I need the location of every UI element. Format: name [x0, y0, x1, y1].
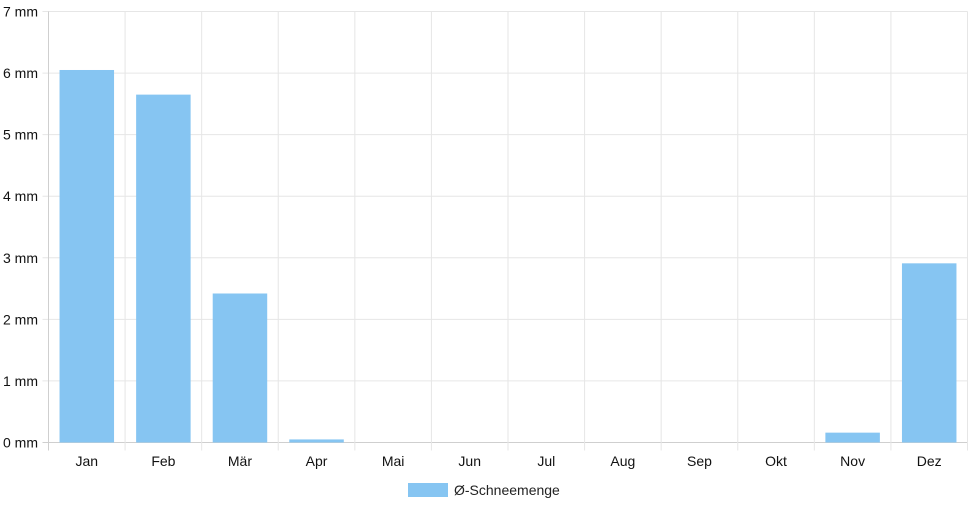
bar-mär[interactable] — [212, 293, 268, 443]
x-axis-tick-labels: Jan Feb Mär Apr Mai Jun Jul Aug Sep Okt Nov Dez — [76, 453, 942, 469]
y-tick-label: 3 mm — [3, 250, 38, 266]
legend[interactable]: Ø-Schneemenge — [408, 482, 560, 498]
bar-apr[interactable] — [289, 439, 344, 443]
x-tick-label: Jun — [458, 453, 481, 469]
bar-nov[interactable] — [825, 432, 880, 443]
y-tick-label: 2 mm — [3, 311, 38, 327]
y-axis-tick-labels: 0 mm 1 mm 2 mm 3 mm 4 mm 5 mm 6 mm 7 mm — [3, 4, 38, 451]
y-tick-label: 5 mm — [3, 127, 38, 143]
y-tick-label: 4 mm — [3, 188, 38, 204]
bar-feb[interactable] — [136, 94, 191, 443]
horizontal-gridlines — [42, 11, 968, 443]
x-tick-label: Dez — [917, 453, 942, 469]
x-tick-label: Mär — [228, 453, 252, 469]
x-tick-label: Feb — [151, 453, 175, 469]
bar-series — [59, 69, 957, 443]
vertical-gridlines — [48, 11, 968, 451]
x-tick-label: Nov — [840, 453, 865, 469]
x-tick-label: Sep — [687, 453, 712, 469]
y-tick-label: 1 mm — [3, 373, 38, 389]
legend-label[interactable]: Ø-Schneemenge — [454, 482, 560, 498]
bar-jan[interactable] — [59, 69, 115, 443]
x-tick-label: Okt — [765, 453, 787, 469]
x-tick-label: Mai — [382, 453, 405, 469]
x-tick-label: Aug — [610, 453, 635, 469]
y-tick-label: 0 mm — [3, 435, 38, 451]
x-tick-label: Jul — [537, 453, 555, 469]
bar-dez[interactable] — [901, 263, 957, 443]
x-tick-label: Jan — [76, 453, 99, 469]
legend-swatch[interactable] — [408, 483, 448, 497]
x-tick-label: Apr — [306, 453, 328, 469]
y-tick-label: 6 mm — [3, 65, 38, 81]
y-tick-label: 7 mm — [3, 4, 38, 20]
